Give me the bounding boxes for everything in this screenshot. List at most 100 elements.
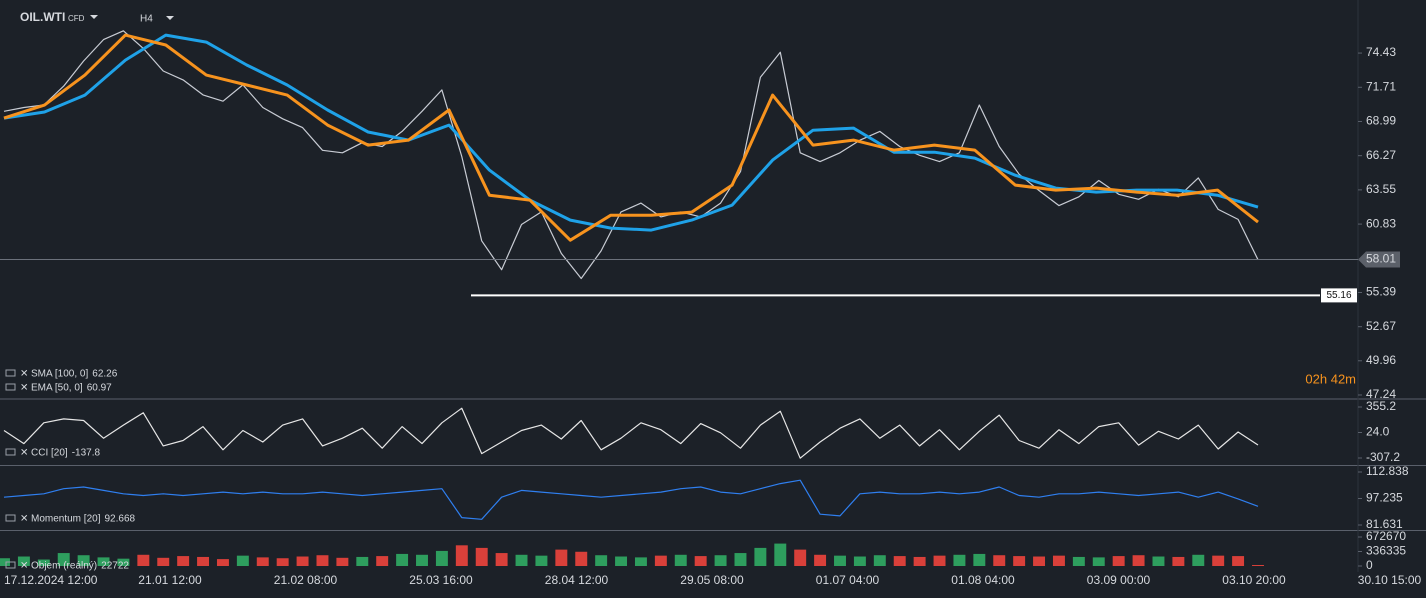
legend-name: Objem (reálný) [31, 561, 97, 572]
y-tick-label: -307.2 [1366, 450, 1400, 464]
volume-bar [794, 549, 807, 566]
legend-icon [5, 514, 16, 522]
volume-bar [157, 557, 170, 566]
volume-bar [993, 555, 1006, 566]
volume-bar [535, 555, 548, 566]
y-tick-label: 81.631 [1366, 517, 1403, 531]
y-tick-label: 63.55 [1366, 182, 1396, 196]
volume-bar [555, 549, 568, 566]
series-line [3, 33, 1259, 232]
volume-bar [714, 555, 727, 566]
legend-close: ✕ [20, 448, 28, 459]
legend-value: -137.8 [72, 448, 101, 459]
symbol[interactable]: OIL.WTI [20, 10, 65, 24]
legend-icon [5, 448, 16, 456]
volume-bar [774, 543, 787, 566]
instrument-type: CFD [68, 14, 85, 23]
x-tick-label: 21.01 12:00 [138, 573, 202, 587]
legend-value: 62.26 [92, 369, 117, 380]
current-price-tag [1358, 251, 1400, 268]
current-price-label: 58.01 [1366, 252, 1396, 266]
support-label: 55.16 [1326, 290, 1351, 301]
y-tick-label: 74.43 [1366, 45, 1396, 59]
legend-close: ✕ [20, 561, 28, 572]
volume-bar [236, 555, 249, 566]
y-tick-label: 355.2 [1366, 399, 1396, 413]
volume-bar [1192, 554, 1205, 566]
volume-bar [1092, 557, 1105, 566]
volume-bar [873, 555, 886, 566]
volume-bar [1013, 556, 1026, 566]
volume-bar [97, 557, 110, 566]
volume-bar [316, 555, 329, 566]
legend-name: Momentum [20] [31, 514, 101, 525]
volume-bar [376, 556, 389, 566]
volume-bar [356, 556, 369, 566]
series-line [3, 30, 1259, 280]
symbol-dropdown[interactable] [90, 15, 98, 19]
volume-bar [1132, 555, 1145, 566]
volume-bar [853, 556, 866, 566]
x-tick-label: 01.08 04:00 [951, 573, 1015, 587]
volume-bar [216, 559, 229, 566]
volume-bar [913, 556, 926, 566]
volume-bar [834, 555, 846, 566]
volume-bar [1172, 556, 1185, 566]
volume-bar [276, 558, 289, 566]
y-tick-label: 49.96 [1366, 353, 1396, 367]
y-tick-label: 71.71 [1366, 79, 1396, 93]
volume-bar [455, 545, 468, 566]
legend-value: 60.97 [87, 383, 112, 394]
legend-icon [5, 561, 16, 569]
volume-bar [1152, 556, 1165, 566]
series-line [3, 479, 1259, 520]
volume-bar [1212, 555, 1225, 566]
volume-bar [435, 550, 448, 566]
volume-bar [1252, 565, 1264, 566]
volume-bar [475, 547, 488, 566]
volume-bar [734, 553, 747, 566]
y-tick-label: 55.39 [1366, 285, 1396, 299]
series-line [3, 407, 1259, 459]
countdown: 02h 42m [1305, 371, 1356, 386]
volume-bar [515, 554, 528, 566]
volume-bar [396, 553, 409, 566]
volume-bar [953, 554, 966, 566]
volume-bar [1033, 556, 1046, 566]
volume-bar [634, 557, 647, 566]
legend-value: 22722 [101, 561, 129, 572]
timeframe[interactable]: H4 [140, 14, 153, 25]
legend-icon [5, 369, 16, 377]
volume-bar [595, 555, 608, 566]
volume-bar [1232, 556, 1245, 566]
legend-value: 92.668 [104, 514, 135, 525]
volume-bar [973, 553, 986, 566]
volume-bar [17, 556, 30, 566]
volume-bar [177, 556, 190, 566]
legend-close: ✕ [20, 514, 28, 525]
timeframe-dropdown[interactable] [166, 16, 174, 20]
x-tick-label: 29.05 08:00 [680, 573, 744, 587]
volume-bar [37, 559, 50, 566]
volume-bar [754, 547, 767, 566]
y-tick-label: 112.838 [1366, 464, 1409, 478]
volume-bar [1112, 556, 1125, 566]
legend-close: ✕ [20, 369, 28, 380]
legend-name: CCI [20] [31, 448, 68, 459]
legend-name: EMA [50, 0] [31, 383, 83, 394]
volume-bar [117, 558, 130, 566]
volume-bar [256, 557, 269, 566]
x-tick-label: 03.09 00:00 [1087, 573, 1151, 587]
x-tick-label: 25.03 16:00 [409, 573, 473, 587]
legend-name: SMA [100, 0] [31, 369, 88, 380]
volume-bar [336, 557, 349, 566]
volume-bar [495, 553, 508, 566]
x-tick-label: 21.02 08:00 [274, 573, 338, 587]
x-tick-label: 17.12.2024 12:00 [4, 573, 98, 587]
y-tick-label: 47.24 [1366, 387, 1396, 401]
x-tick-label: 01.07 04:00 [816, 573, 880, 587]
y-tick-label: 66.27 [1366, 148, 1396, 162]
